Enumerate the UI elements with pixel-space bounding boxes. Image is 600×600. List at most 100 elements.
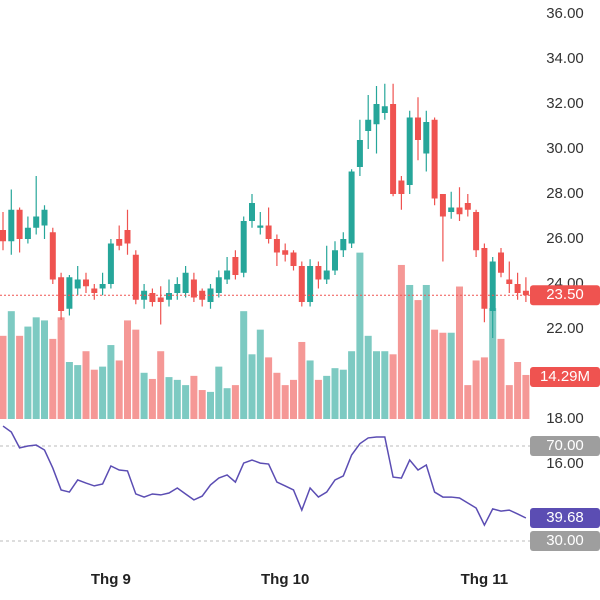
candle-body	[249, 203, 255, 221]
candle-body	[307, 266, 314, 302]
volume-bar	[215, 366, 223, 419]
last-price-badge	[530, 285, 600, 306]
y-tick-label: 16.00	[546, 455, 584, 472]
volume-bar	[397, 264, 405, 419]
volume-bar	[240, 311, 248, 419]
y-tick-label: 28.00	[546, 185, 584, 202]
volume-bar	[24, 326, 32, 419]
volume-bar	[431, 329, 439, 419]
y-tick-label: 18.00	[546, 410, 584, 427]
candle-body	[166, 293, 172, 300]
rsi-level-badge	[530, 436, 600, 456]
volume-bar	[265, 357, 273, 419]
candle-body	[481, 248, 488, 309]
volume-bar	[331, 368, 339, 419]
candle-body	[8, 209, 15, 242]
candle-body	[522, 290, 529, 296]
volume-bar	[339, 369, 347, 419]
volume-bar	[472, 360, 480, 419]
candle-body	[16, 209, 23, 239]
candle-body	[456, 207, 463, 215]
volume-bar	[314, 379, 322, 419]
candle-body	[66, 277, 73, 309]
volume-bar	[0, 335, 7, 419]
candle-body	[390, 104, 397, 194]
volume-bar	[148, 378, 156, 419]
volume-bar	[115, 360, 123, 419]
candle-body	[290, 252, 297, 266]
volume-bar	[231, 385, 239, 419]
candle-body	[464, 203, 471, 210]
candle-body	[273, 239, 280, 253]
volume-bar	[256, 329, 264, 419]
y-tick-label: 32.00	[546, 95, 584, 112]
candle-body	[174, 284, 181, 293]
volume-bar	[82, 351, 90, 419]
candle-body	[398, 180, 405, 194]
candle-body	[282, 250, 289, 255]
candle-body	[257, 225, 264, 228]
candle-body	[107, 243, 114, 284]
volume-bar	[273, 372, 281, 419]
volume-bar	[165, 377, 173, 419]
candle-body	[356, 140, 363, 167]
x-tick-label: Thg 11	[461, 571, 509, 588]
candle-body	[315, 266, 322, 280]
volume-bar	[157, 351, 165, 419]
rsi-label: 39.68	[546, 509, 584, 526]
candle-body	[340, 239, 347, 251]
candle-body	[498, 252, 504, 273]
volume-bar	[190, 375, 198, 419]
volume-bar	[290, 379, 297, 419]
volume-bar	[364, 335, 372, 419]
volume-bar	[281, 385, 289, 419]
volume-bar	[57, 317, 65, 419]
volume-bar	[514, 362, 522, 419]
candle-body	[49, 232, 56, 280]
rsi-badge	[530, 508, 600, 529]
volume-bar	[223, 388, 231, 419]
volume-bar	[65, 362, 73, 419]
volume-bar	[41, 320, 48, 419]
volume-bar	[248, 354, 256, 419]
volume-bar	[406, 284, 414, 419]
y-tick-label: 30.00	[546, 140, 584, 157]
volume-bar	[90, 369, 98, 419]
volume-label: 14.29M	[540, 368, 590, 385]
candle-body	[431, 119, 438, 199]
y-tick-label: 22.00	[546, 320, 584, 337]
volume-bar	[348, 351, 356, 419]
candle-body	[365, 119, 372, 131]
candle-body	[423, 122, 430, 154]
volume-bar	[439, 332, 447, 419]
volume-bar	[373, 351, 380, 419]
candle-body	[182, 272, 189, 293]
candle-body	[83, 279, 89, 287]
candle-body	[415, 117, 421, 140]
volume-bar	[489, 308, 497, 419]
candle-body	[24, 227, 31, 239]
y-tick-label: 36.00	[546, 5, 584, 22]
last-price-label: 23.50	[546, 286, 584, 303]
volume-bar	[381, 351, 389, 419]
candle-body	[473, 212, 480, 251]
volume-bar	[298, 341, 306, 419]
volume-bar	[74, 365, 82, 419]
candle-body	[406, 117, 413, 185]
volume-bar	[198, 390, 206, 419]
candle-body	[240, 221, 247, 273]
candle-body	[439, 194, 446, 217]
candle-body	[33, 216, 40, 228]
candle-body	[373, 104, 380, 125]
x-tick-label: Thg 10	[261, 571, 309, 588]
volume-bar	[422, 284, 430, 419]
rsi-level-label: 70.00	[546, 437, 584, 454]
volume-bar	[7, 311, 15, 419]
candle-body	[91, 288, 98, 293]
y-tick-label: 26.00	[546, 230, 584, 247]
candle-body	[215, 277, 222, 293]
candle-body	[381, 106, 388, 113]
volume-bar	[140, 372, 148, 419]
volume-bar	[32, 317, 40, 419]
